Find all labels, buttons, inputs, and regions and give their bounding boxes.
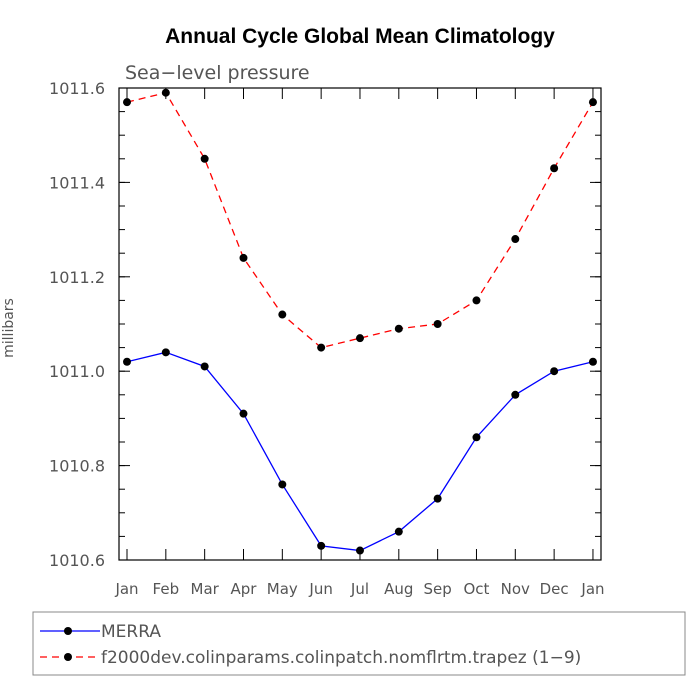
y-axis-title: millibars [1,298,17,358]
data-point [472,296,481,305]
data-point [123,98,131,107]
x-tick-label: Mar [191,580,220,598]
plot-frame [118,87,602,561]
data-point [161,88,170,97]
chart-subtitle: Sea−level pressure [125,62,310,84]
data-point [278,310,287,319]
data-point [472,433,481,442]
x-tick-label: Aug [384,580,413,598]
y-tick-label: 1011.6 [49,79,105,98]
data-point [239,409,248,418]
series-0 [123,348,597,555]
x-tick-label: Feb [153,580,180,598]
legend-item: f2000dev.colinparams.colinpatch.nomflrtm… [40,648,581,668]
data-point [239,253,248,262]
legend-marker [64,653,72,661]
series-line [126,91,594,349]
data-point [550,164,559,173]
data-point [355,334,364,343]
chart-title: Annual Cycle Global Mean Climatology [165,25,555,48]
data-point [200,154,209,163]
y-tick-label: 1011.4 [49,173,105,192]
data-point [511,235,520,244]
x-tick-label: Sep [423,580,451,598]
data-point [278,480,287,489]
x-tick-label: Nov [501,580,530,598]
data-point [161,348,170,357]
legend-label: MERRA [101,622,161,642]
y-tick-label: 1011.2 [49,268,105,287]
data-point [511,390,520,399]
legend-label: f2000dev.colinparams.colinpatch.nomflrtm… [101,648,581,668]
series-line [126,351,594,552]
x-tick-label: Dec [540,580,569,598]
data-point [588,98,597,107]
data-point [394,324,403,333]
series-1 [123,88,597,352]
legend-item: MERRA [40,622,161,642]
legend: MERRA f2000dev.colinparams.colinpatch.nom… [40,622,581,668]
y-tick-label: 1011.0 [49,362,105,381]
legend-box [32,611,686,676]
y-tick-label: 1010.8 [49,457,105,476]
data-point [433,494,442,503]
legend-marker [64,627,72,635]
data-point [123,357,131,366]
x-tick-label: Jul [350,580,369,598]
data-point [433,320,442,328]
data-point [355,546,364,555]
series-layer [123,88,597,555]
x-tick-label: May [267,580,298,598]
data-point [550,367,559,376]
data-point [317,541,326,550]
x-tick-label: Oct [464,580,490,598]
data-point [394,527,403,536]
data-point [317,343,326,352]
x-tick-label: Jan [580,580,604,598]
x-tick-label: Jun [308,580,332,598]
data-point [588,357,597,366]
y-tick-label: 1010.6 [49,551,105,570]
x-tick-label: Jan [114,580,138,598]
x-tick-label: Apr [231,580,258,598]
data-point [200,362,209,371]
ticks-layer: 1010.6 1010.8 1011.0 1011.2 1011.4 1011.6 Jan F… [49,79,605,598]
